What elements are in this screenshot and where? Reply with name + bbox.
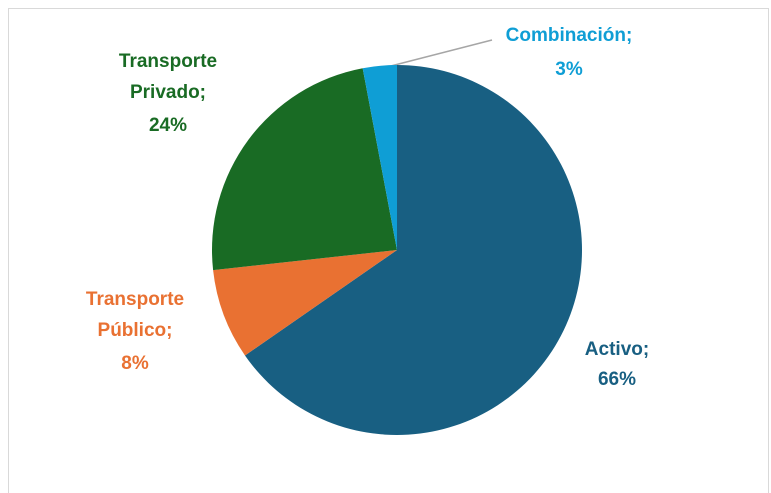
pie-slice [362,65,397,250]
label-line: Privado; [130,82,206,103]
value-label: 3% [555,59,583,80]
pie-slice [244,65,582,435]
category-label: Transporte Público; [86,289,184,341]
value-label: 8% [121,353,149,374]
label-line: Transporte [86,289,184,310]
label-line: Activo; [585,339,649,360]
category-label: Transporte Privado; [119,51,217,103]
category-label: Combinación; [506,25,633,46]
label-line: Público; [98,320,173,341]
category-label: Activo; [585,339,649,360]
label-line: Transporte [119,51,217,72]
label-line: Combinación; [506,25,633,46]
pie-slice [213,250,397,356]
leader-line [382,39,493,69]
value-label: 24% [149,115,187,136]
pie-slice [212,68,397,271]
value-label: 66% [598,369,636,390]
